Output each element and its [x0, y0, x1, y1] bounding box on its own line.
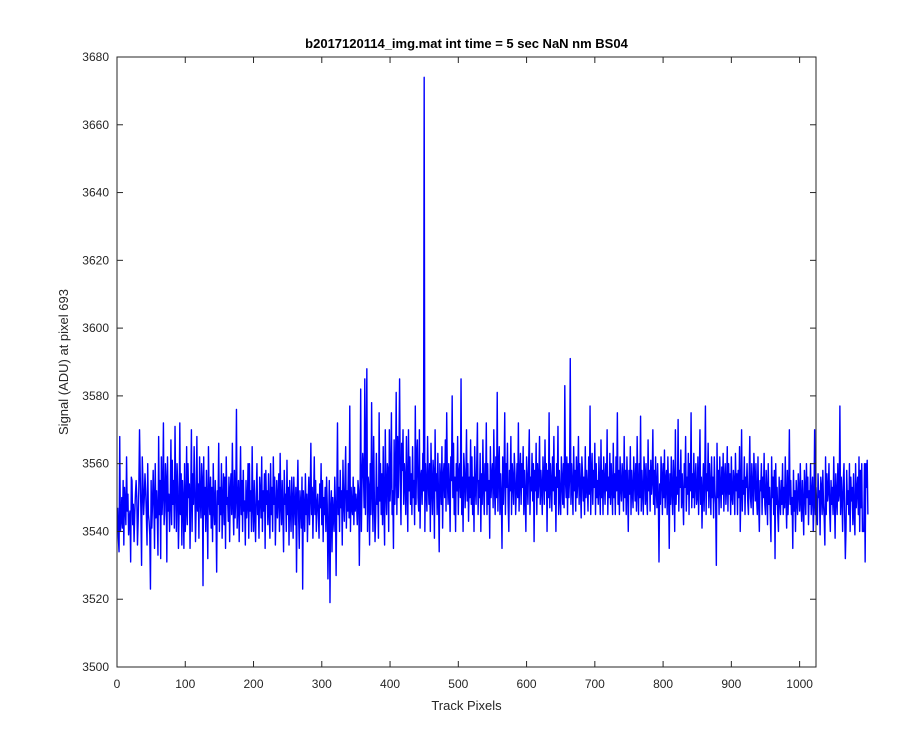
ticks-layer: 0 100 200 300 400 500 600 700 800 900 1000 3500 3520… — [82, 50, 816, 691]
y-tick-label: 3640 — [82, 186, 109, 200]
series-layer — [116, 76, 869, 604]
x-tick-label: 400 — [380, 677, 400, 691]
x-tick-label: 200 — [244, 677, 264, 691]
y-tick-label: 3600 — [82, 321, 109, 335]
y-tick-label: 3660 — [82, 118, 109, 132]
axes-background — [117, 57, 816, 667]
x-tick-label: 500 — [448, 677, 468, 691]
x-tick-label: 700 — [585, 677, 605, 691]
x-tick-label: 0 — [114, 677, 121, 691]
y-tick-label: 3500 — [82, 660, 109, 674]
axes-box — [116, 56, 817, 668]
y-tick-label: 3680 — [82, 50, 109, 64]
y-tick-label: 3560 — [82, 457, 109, 471]
y-tick-label: 3620 — [82, 253, 109, 267]
x-tick-label: 300 — [312, 677, 332, 691]
y-tick-label: 3580 — [82, 389, 109, 403]
x-tick-label: 800 — [653, 677, 673, 691]
x-axis-label: Track Pixels — [431, 698, 502, 713]
x-tick-label: 100 — [175, 677, 195, 691]
chart-title: b2017120114_img.mat int time = 5 sec NaN… — [305, 36, 628, 51]
y-axis-label: Signal (ADU) at pixel 693 — [56, 289, 71, 435]
y-tick-label: 3540 — [82, 524, 109, 538]
y-tick-label: 3520 — [82, 592, 109, 606]
x-tick-label: 600 — [517, 677, 537, 691]
x-tick-label: 1000 — [786, 677, 813, 691]
x-tick-label: 900 — [721, 677, 741, 691]
series-line-0 — [116, 76, 869, 604]
